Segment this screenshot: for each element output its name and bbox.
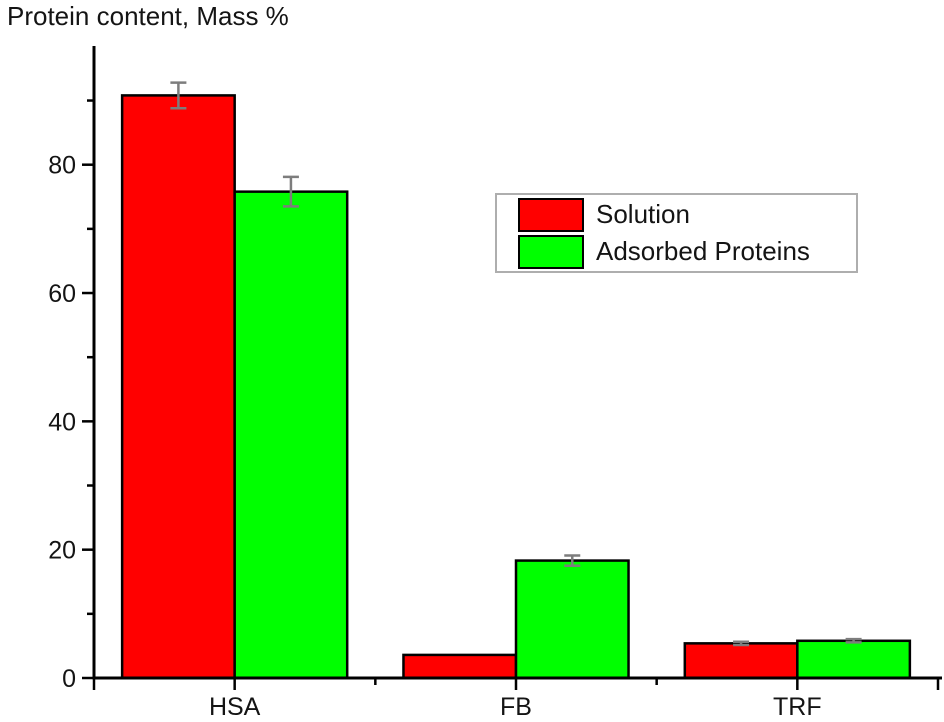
legend-entry-1: Adsorbed Proteins	[518, 234, 856, 269]
bar-hsa-series-1	[233, 190, 349, 680]
legend-label-0: Solution	[596, 199, 690, 229]
legend-swatch-1	[518, 234, 584, 269]
legend-label-1: Adsorbed Proteins	[596, 236, 810, 266]
legend-box: Solution Adsorbed Proteins	[495, 193, 858, 273]
y-tick-label: 0	[62, 665, 76, 693]
x-tick-label-fb: FB	[500, 693, 532, 721]
bar-trf-series-1	[796, 639, 912, 680]
bar-trf-series-0	[683, 642, 799, 680]
y-tick-label: 60	[48, 280, 76, 308]
x-tick-label-hsa: HSA	[209, 693, 261, 721]
legend-swatch-0	[518, 197, 584, 232]
bar-hsa-series-0	[120, 94, 236, 680]
y-tick-label: 40	[48, 408, 76, 436]
x-tick-label-trf: TRF	[773, 693, 822, 721]
bar-fb-series-1	[514, 559, 630, 680]
legend-entry-0: Solution	[518, 197, 856, 232]
y-tick-label: 80	[48, 152, 76, 180]
chart-title: Protein content, Mass %	[7, 1, 289, 31]
bar-fb-series-0	[402, 653, 518, 680]
y-tick-label: 20	[48, 537, 76, 565]
